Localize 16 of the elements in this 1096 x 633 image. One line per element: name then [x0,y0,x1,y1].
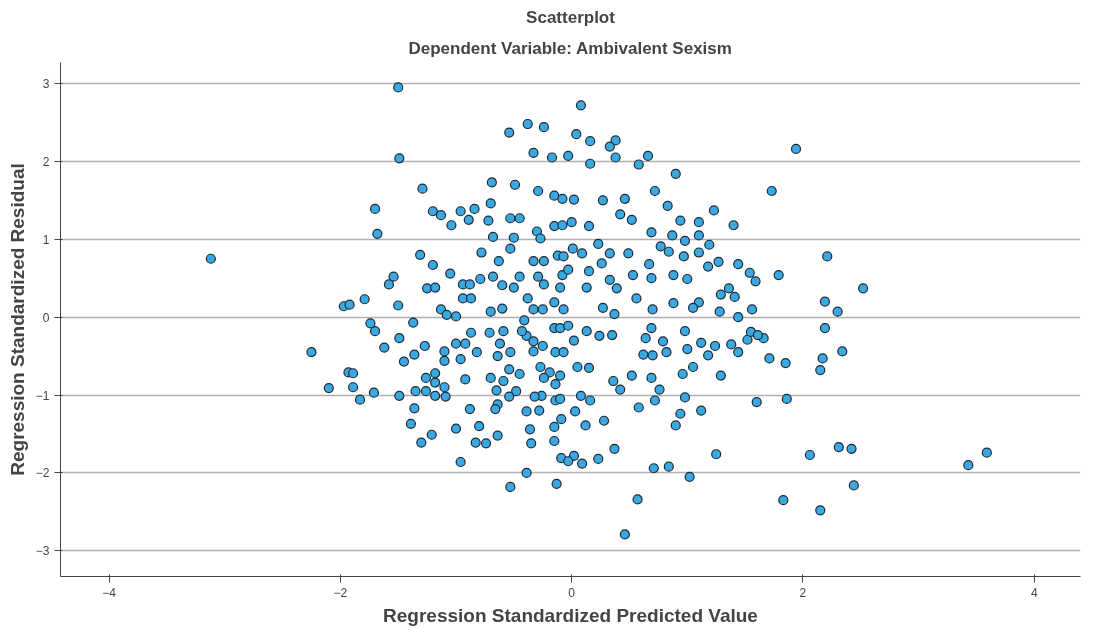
chart-subtitle: Dependent Variable: Ambivalent Sexism [408,38,732,58]
y-tick-label: −3 [35,544,50,559]
x-tick-label: −2 [333,585,348,600]
y-tick-label: 2 [42,154,50,169]
y-axis-title: Regression Standardized Residual [6,163,28,476]
chart-title: Scatterplot [526,7,616,27]
x-tick-label: 0 [568,585,576,600]
y-tick-label: 1 [42,232,50,247]
x-axis-title: Regression Standardized Predicted Value [383,604,758,626]
x-tick-label: 2 [799,585,807,600]
y-tick-label: 0 [42,310,50,325]
x-tick-label: −4 [102,585,117,600]
y-tick-label: 3 [42,77,50,92]
y-tick-label: −1 [35,388,50,403]
x-tick-label: 4 [1030,585,1038,600]
y-tick-label: −2 [35,466,50,481]
